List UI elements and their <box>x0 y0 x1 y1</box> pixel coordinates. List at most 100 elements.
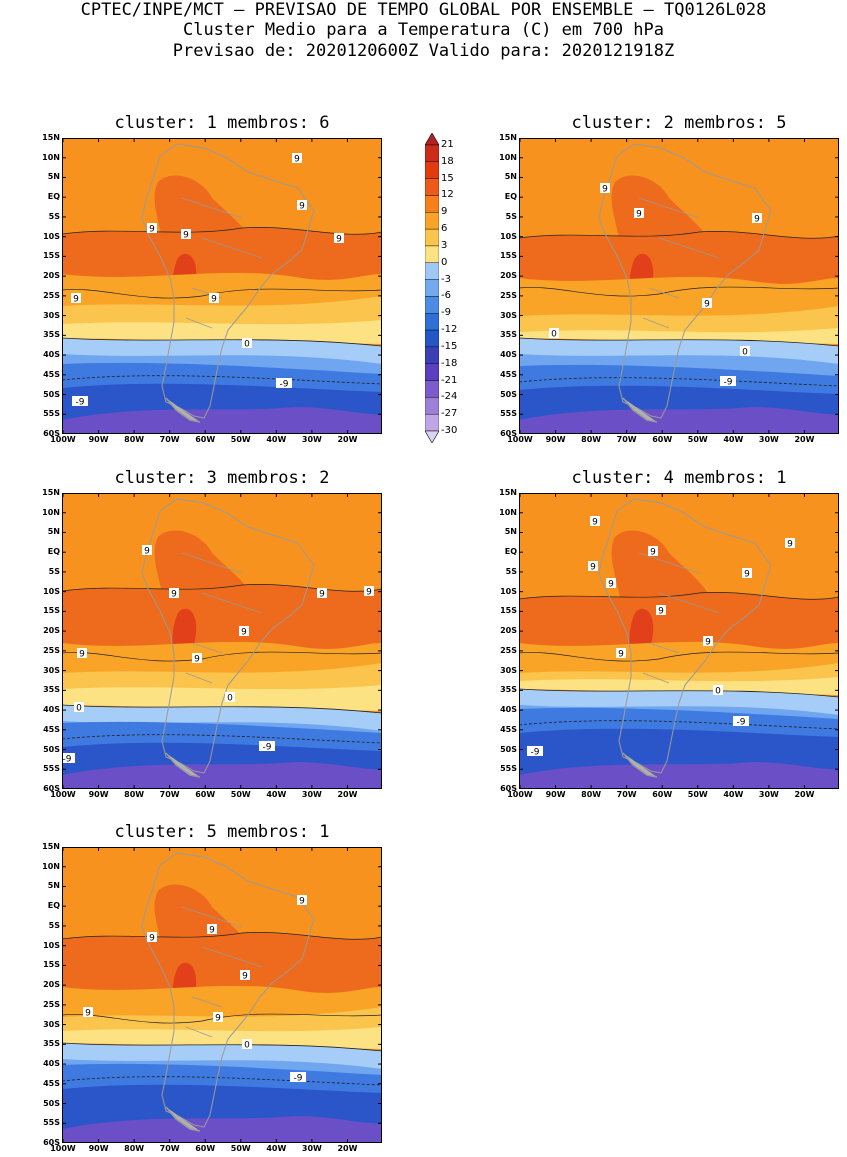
contour-label: 9 <box>142 545 152 557</box>
svg-text:9: 9 <box>618 650 624 660</box>
lat-tick-label: 40S <box>43 350 60 360</box>
map-plot: 9 9 9 9 9 9 0 -9 <box>62 847 382 1143</box>
lat-tick-label: 15N <box>499 488 517 497</box>
lat-tick-label: 10S <box>500 586 517 596</box>
contour-label: 9 <box>207 924 217 936</box>
contour-label: -9 <box>276 378 292 390</box>
contour-label: 9 <box>71 293 81 305</box>
lon-tick-label: 80W <box>124 435 145 444</box>
lon-tick-label: 30W <box>301 790 322 799</box>
lon-tick-label: 100W <box>50 435 76 444</box>
lat-tick-label: 35S <box>43 330 60 340</box>
svg-text:9: 9 <box>608 580 614 590</box>
svg-text:0: 0 <box>244 340 250 350</box>
svg-text:9: 9 <box>787 540 793 550</box>
lat-tick-label: 45S <box>43 724 60 734</box>
contour-label: 9 <box>742 568 752 580</box>
svg-text:9: 9 <box>754 215 760 225</box>
lat-tick-label: 60S <box>43 429 60 438</box>
colorbar-swatch <box>425 228 439 247</box>
lat-tick-label: 10N <box>499 507 517 517</box>
contour-label: 9 <box>83 1007 93 1019</box>
contour-label: 9 <box>239 626 249 638</box>
lat-tick-label: 30S <box>500 665 517 675</box>
svg-text:9: 9 <box>650 548 656 558</box>
svg-text:9: 9 <box>366 588 372 598</box>
lon-tick-label: 60W <box>195 1144 216 1153</box>
lat-tick-label: 55S <box>43 1118 60 1128</box>
colorbar-swatch <box>425 313 439 331</box>
map-plot: 9 9 9 9 9 9 9 0 -9 -9 <box>62 138 382 434</box>
colorbar-label: 0 <box>441 256 448 268</box>
svg-text:9: 9 <box>744 570 750 580</box>
colorbar-label: -6 <box>441 290 451 302</box>
lon-tick-label: 60W <box>652 435 673 444</box>
lat-tick-label: 15N <box>42 133 60 142</box>
colorbar-label: -30 <box>441 425 458 436</box>
lon-tick-label: 40W <box>266 790 287 799</box>
svg-text:9: 9 <box>85 1009 91 1019</box>
lat-tick-label: 10S <box>43 231 60 241</box>
lat-tick-label: 55S <box>500 409 517 419</box>
colorbar-swatch <box>425 178 439 196</box>
svg-text:9: 9 <box>658 607 664 617</box>
panel-title: cluster: 5 membros: 1 <box>114 822 330 842</box>
colorbar-swatch <box>425 212 439 230</box>
svg-text:9: 9 <box>73 295 79 305</box>
colorbar-swatch <box>425 413 439 432</box>
contour-label: 0 <box>242 1039 252 1051</box>
contour-label: -9 <box>290 1072 306 1084</box>
colorbar-label: 15 <box>441 172 454 184</box>
lat-tick-label: 25S <box>500 645 517 655</box>
colorbar-swatch <box>425 245 439 263</box>
colorbar-swatch <box>425 195 439 213</box>
contour-label: -9 <box>259 741 275 753</box>
colorbar-swatch <box>425 397 439 415</box>
lon-tick-label: 90W <box>545 790 566 799</box>
lon-tick-label: 80W <box>124 1144 145 1153</box>
svg-text:9: 9 <box>149 934 155 944</box>
lat-tick-label: 35S <box>43 685 60 695</box>
contour-label: 9 <box>364 586 374 598</box>
lon-tick-label: 100W <box>507 435 533 444</box>
contour-label: 9 <box>147 932 157 944</box>
lat-tick-label: 55S <box>43 409 60 419</box>
lon-tick-label: 50W <box>687 435 708 444</box>
lat-tick-label: 15S <box>500 606 517 616</box>
colorbar-swatch <box>425 346 439 364</box>
contour-label: -9 <box>733 716 749 728</box>
lat-tick-label: 35S <box>500 685 517 695</box>
svg-text:9: 9 <box>79 650 85 660</box>
lat-tick-label: 10N <box>42 152 60 162</box>
svg-text:9: 9 <box>149 225 155 235</box>
lon-tick-label: 80W <box>124 790 145 799</box>
svg-text:9: 9 <box>215 1014 221 1024</box>
contour-label: 9 <box>648 546 658 558</box>
map-canvas: 9 9 9 9 0 0 -9 <box>519 138 839 434</box>
lat-tick-label: 45S <box>500 369 517 379</box>
lat-tick-label: 30S <box>43 310 60 320</box>
lon-tick-label: 90W <box>88 790 109 799</box>
colorbar-swatch <box>425 161 439 179</box>
lon-tick-label: 90W <box>88 1144 109 1153</box>
lat-tick-label: 5S <box>48 566 60 576</box>
lat-tick-label: 5N <box>47 881 60 891</box>
lat-tick-label: 5S <box>48 211 60 221</box>
colorbar-cap-top <box>425 133 439 146</box>
lat-tick-label: 5S <box>505 211 517 221</box>
lon-tick-label: 30W <box>758 435 779 444</box>
lat-tick-label: 15N <box>42 842 60 851</box>
header-line-1: CPTEC/INPE/MCT — PREVISAO DE TEMPO GLOBA… <box>80 0 767 20</box>
contour-label: 9 <box>213 1012 223 1024</box>
lat-tick-label: 20S <box>500 271 517 281</box>
lon-tick-label: 40W <box>723 790 744 799</box>
lat-tick-label: 40S <box>500 350 517 360</box>
lat-tick-label: 25S <box>500 290 517 300</box>
contour-label: 9 <box>209 293 219 305</box>
map-canvas: 9 9 9 9 9 9 9 0 -9 -9 <box>62 138 382 434</box>
lon-tick-label: 40W <box>266 1144 287 1153</box>
lat-tick-label: 55S <box>500 764 517 774</box>
svg-text:0: 0 <box>244 1041 250 1051</box>
lat-tick-label: 55S <box>43 764 60 774</box>
contour-label: 9 <box>317 588 327 600</box>
